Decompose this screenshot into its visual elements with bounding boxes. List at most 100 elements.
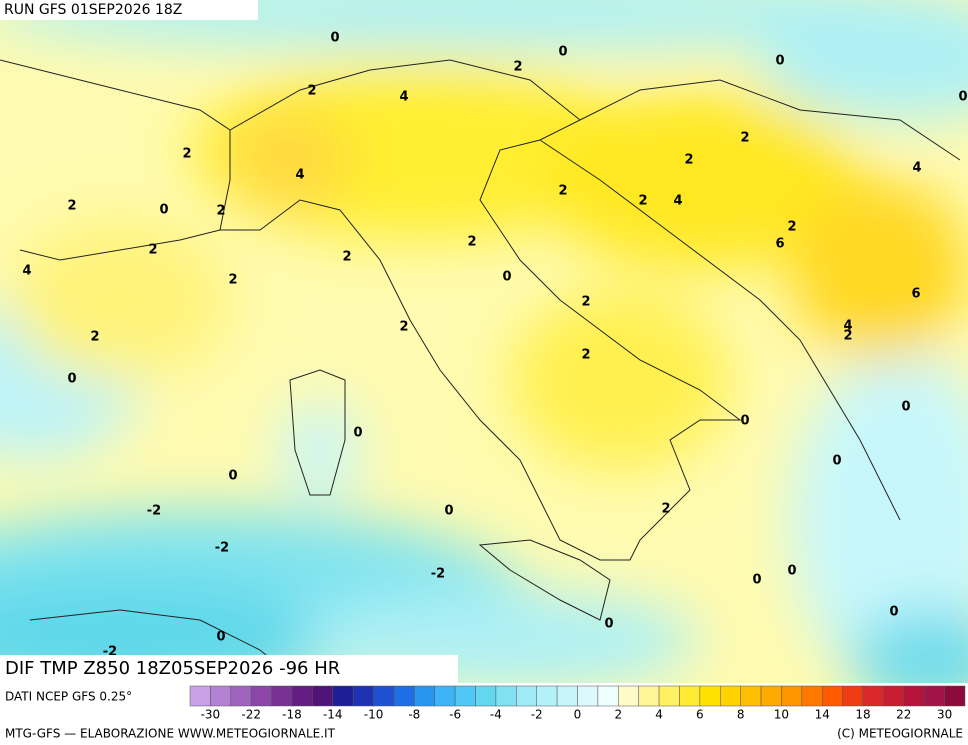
legend-swatch [944,685,966,707]
legend-tick-label: 10 [774,708,789,722]
contour-label: 0 [67,372,76,387]
credit-left: MTG-GFS — ELABORAZIONE WWW.METEOGIORNALE… [5,727,336,741]
legend-swatch [393,685,415,707]
legend-swatch [189,685,211,707]
contour-label: 2 [228,273,237,288]
legend-swatch [658,685,680,707]
contour-label: 0 [832,454,841,469]
contour-label: 2 [787,220,796,235]
contour-label: 4 [843,319,852,334]
contour-label: 4 [673,194,682,209]
contour-label: 2 [90,330,99,345]
contour-label: 0 [228,469,237,484]
contour-label: 2 [558,184,567,199]
legend-swatch [536,685,558,707]
legend-tick-label: 14 [815,708,830,722]
run-box [0,0,258,20]
data-source: DATI NCEP GFS 0.25° [5,690,132,704]
contour-label: 2 [581,295,590,310]
map-title: DIF TMP Z850 18Z05SEP2026 -96 HR [5,658,340,679]
contour-label: 2 [581,348,590,363]
contour-label: 2 [661,502,670,517]
contour-label: 0 [958,90,967,105]
legend-swatch [638,685,660,707]
legend-swatch [312,685,334,707]
legend-tick-label: 8 [737,708,745,722]
legend-tick-label: -18 [282,708,302,722]
legend-tick-label: -8 [408,708,420,722]
legend-tick-label: 2 [614,708,622,722]
legend-swatch [291,685,313,707]
contour-label: 0 [752,573,761,588]
legend-tick-label: -10 [364,708,384,722]
contour-label: 0 [502,270,511,285]
legend-swatch [332,685,354,707]
contour-label: 0 [775,54,784,69]
legend-tick-label: 30 [937,708,952,722]
legend-swatch [414,685,435,707]
contour-label: 0 [216,630,225,645]
legend-swatch [618,685,639,707]
contour-label: 0 [604,617,613,632]
contour-label: 0 [740,414,749,429]
contour-label: 4 [22,264,31,279]
legend-tick-label: 0 [574,708,582,722]
legend-swatch [352,685,374,707]
legend-tick-label: 6 [696,708,704,722]
contour-label: 0 [330,31,339,46]
legend-tick-label: -6 [449,708,461,722]
contour-label: 2 [684,153,693,168]
legend-swatch [597,685,619,707]
contour-label: 2 [67,199,76,214]
contour-label: 2 [638,194,647,209]
legend-swatch [760,685,782,707]
contour-label: 0 [159,203,168,218]
legend-swatch [516,685,537,707]
legend-swatch [556,685,578,707]
legend-swatch [801,685,823,707]
legend-swatch [740,685,762,707]
legend-swatch [883,685,905,707]
contour-label: 2 [740,131,749,146]
contour-label: 2 [399,320,408,335]
legend-tick-label: 22 [896,708,911,722]
legend-tick-label: -30 [201,708,221,722]
contour-label: 2 [467,235,476,250]
legend-tick-label: -14 [323,708,343,722]
contour-label: 2 [342,250,351,265]
contour-label: 2 [216,204,225,219]
legend-swatch [577,685,599,707]
run-label: RUN GFS 01SEP2026 18Z [4,2,182,18]
legend-tick-label: -4 [490,708,502,722]
legend-tick-label: -22 [241,708,261,722]
coastlines [0,59,961,683]
contour-label: 6 [775,237,784,252]
contour-label: 2 [843,329,852,344]
contour-label: 2 [513,60,522,75]
legend-swatch [230,685,252,707]
legend-swatch [923,685,945,707]
contour-label: 0 [444,504,453,519]
legend-swatch [821,685,843,707]
legend-swatch [781,685,803,707]
contour-label: -2 [147,504,161,519]
legend-swatch [373,685,395,707]
title-box [0,655,458,683]
color-legend: -30 -22 -18 -14 -10 -8 -6 -4 -2 0 2 4 6 8 10 14 18 22 30 [189,685,966,722]
legend-tick-label: 18 [855,708,870,722]
contour-label: 4 [295,168,304,183]
contour-label: 2 [148,243,157,258]
contour-label: -2 [215,541,229,556]
map-field [0,0,968,683]
contour-label: 0 [353,426,362,441]
legend-swatch [842,685,864,707]
contour-label: 4 [399,90,408,105]
legend-swatch [862,685,884,707]
contour-label: 2 [307,84,316,99]
legend-swatch [250,685,272,707]
legend-swatch [454,685,476,707]
contour-label: 4 [912,161,921,176]
credit-right: (C) METEOGIORNALE [837,727,963,741]
